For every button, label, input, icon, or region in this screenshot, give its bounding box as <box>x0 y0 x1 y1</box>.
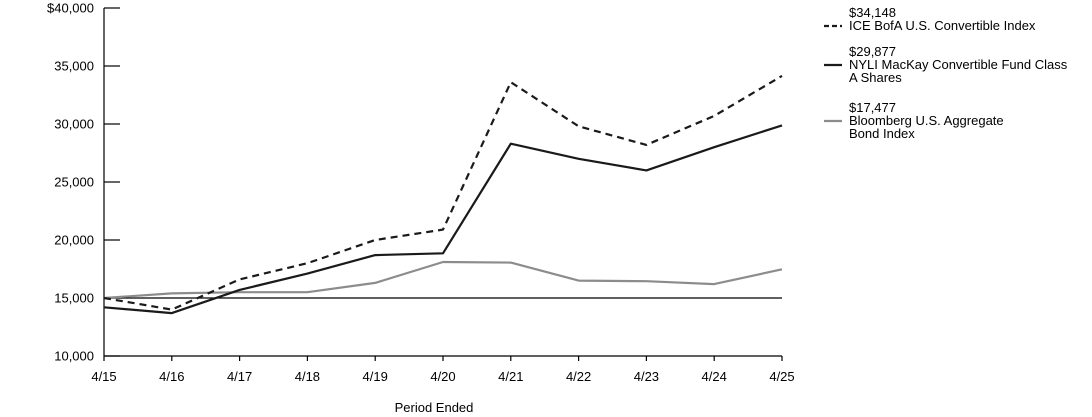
chart-axes: 10,000 15,000 20,000 25,000 30,000 35,000 $40,… <box>47 1 795 385</box>
x-tick-label: 4/23 <box>634 369 659 384</box>
series-layer <box>103 74 783 315</box>
x-tick-label: 4/17 <box>227 369 252 384</box>
y-tick-label: 30,000 <box>54 117 94 132</box>
y-tick-label: 20,000 <box>54 233 94 248</box>
legend-series-name: NYLI MacKay Convertible Fund Class <box>849 57 1068 72</box>
series-line-2 <box>103 124 783 315</box>
y-tick-label: 15,000 <box>54 291 94 306</box>
legend-end-value: $29,877 <box>849 44 896 59</box>
y-tick-label: $40,000 <box>47 1 94 16</box>
legend-end-value: $17,477 <box>849 100 896 115</box>
x-tick-label: 4/25 <box>769 369 794 384</box>
x-tick-label: 4/16 <box>159 369 184 384</box>
x-tick-label: 4/24 <box>702 369 727 384</box>
x-tick-label: 4/20 <box>430 369 455 384</box>
y-tick-label: 10,000 <box>54 349 94 364</box>
x-tick-label: 4/18 <box>295 369 320 384</box>
x-axis-title: Period Ended <box>395 400 474 415</box>
y-tick-label: 25,000 <box>54 175 94 190</box>
series-line-1 <box>103 74 783 311</box>
legend-series-name: A Shares <box>849 70 902 85</box>
x-tick-label: 4/15 <box>91 369 116 384</box>
x-tick-label: 4/21 <box>498 369 523 384</box>
legend-end-value: $34,148 <box>849 5 896 20</box>
y-tick-label: 35,000 <box>54 59 94 74</box>
legend-series-name: ICE BofA U.S. Convertible Index <box>849 18 1036 33</box>
legend-series-name: Bond Index <box>849 126 915 141</box>
x-tick-label: 4/22 <box>566 369 591 384</box>
series-line-3 <box>103 260 783 300</box>
x-tick-label: 4/19 <box>363 369 388 384</box>
legend-series-name: Bloomberg U.S. Aggregate <box>849 113 1004 128</box>
